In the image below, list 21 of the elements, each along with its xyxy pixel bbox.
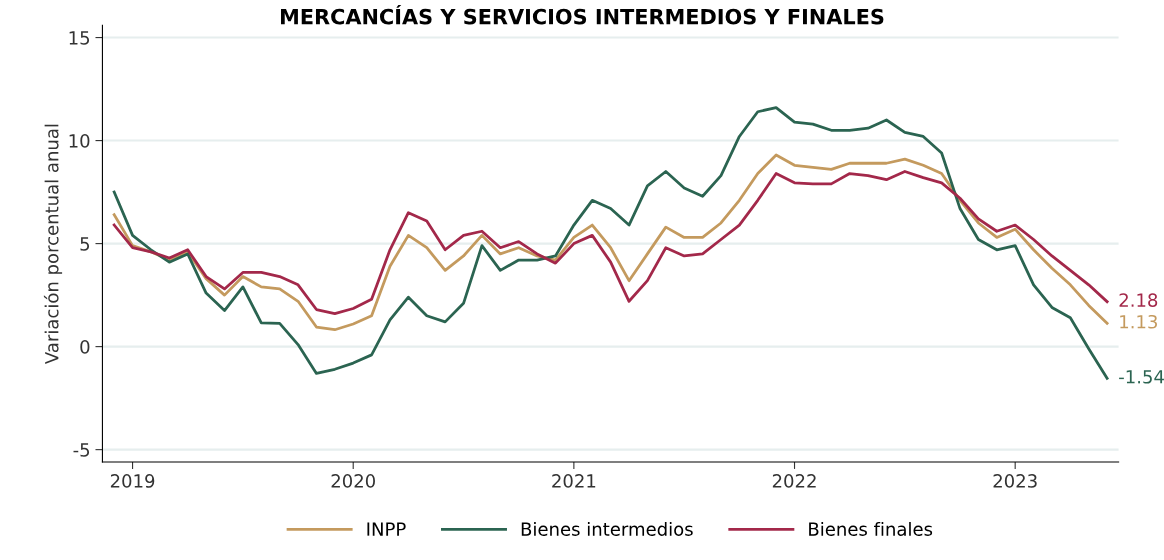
x-tick-label: 2023 [993,474,1037,488]
annotation: 1.13 [1120,314,1157,329]
line-series [112,153,1109,332]
annotation: 2.18 [1119,293,1158,307]
x-tick-label: 2019 [110,474,155,488]
line-series [112,106,1109,380]
y-axis-title: Variación porcentual anual [43,124,63,364]
chart-title: MERCANCÍAS Y SERVICIOS INTERMEDIOS Y FINALES [281,4,884,25]
x-tick-label: 2020 [331,474,375,488]
annotation: -1.54 [1119,370,1164,384]
y-tick-label: -5 [73,443,90,457]
line-series [112,170,1109,316]
legend-label: Bienes intermedios [521,521,693,536]
x-tick-label: 2021 [552,474,596,488]
y-tick-label: 15 [69,31,90,45]
x-tick-label: 2022 [772,474,816,488]
y-tick-label: 0 [80,340,90,354]
y-tick-label: 10 [69,134,90,148]
y-tick-label: 5 [80,237,90,251]
legend-label: Bienes finales [809,521,933,536]
legend-label: INPP [367,522,406,536]
